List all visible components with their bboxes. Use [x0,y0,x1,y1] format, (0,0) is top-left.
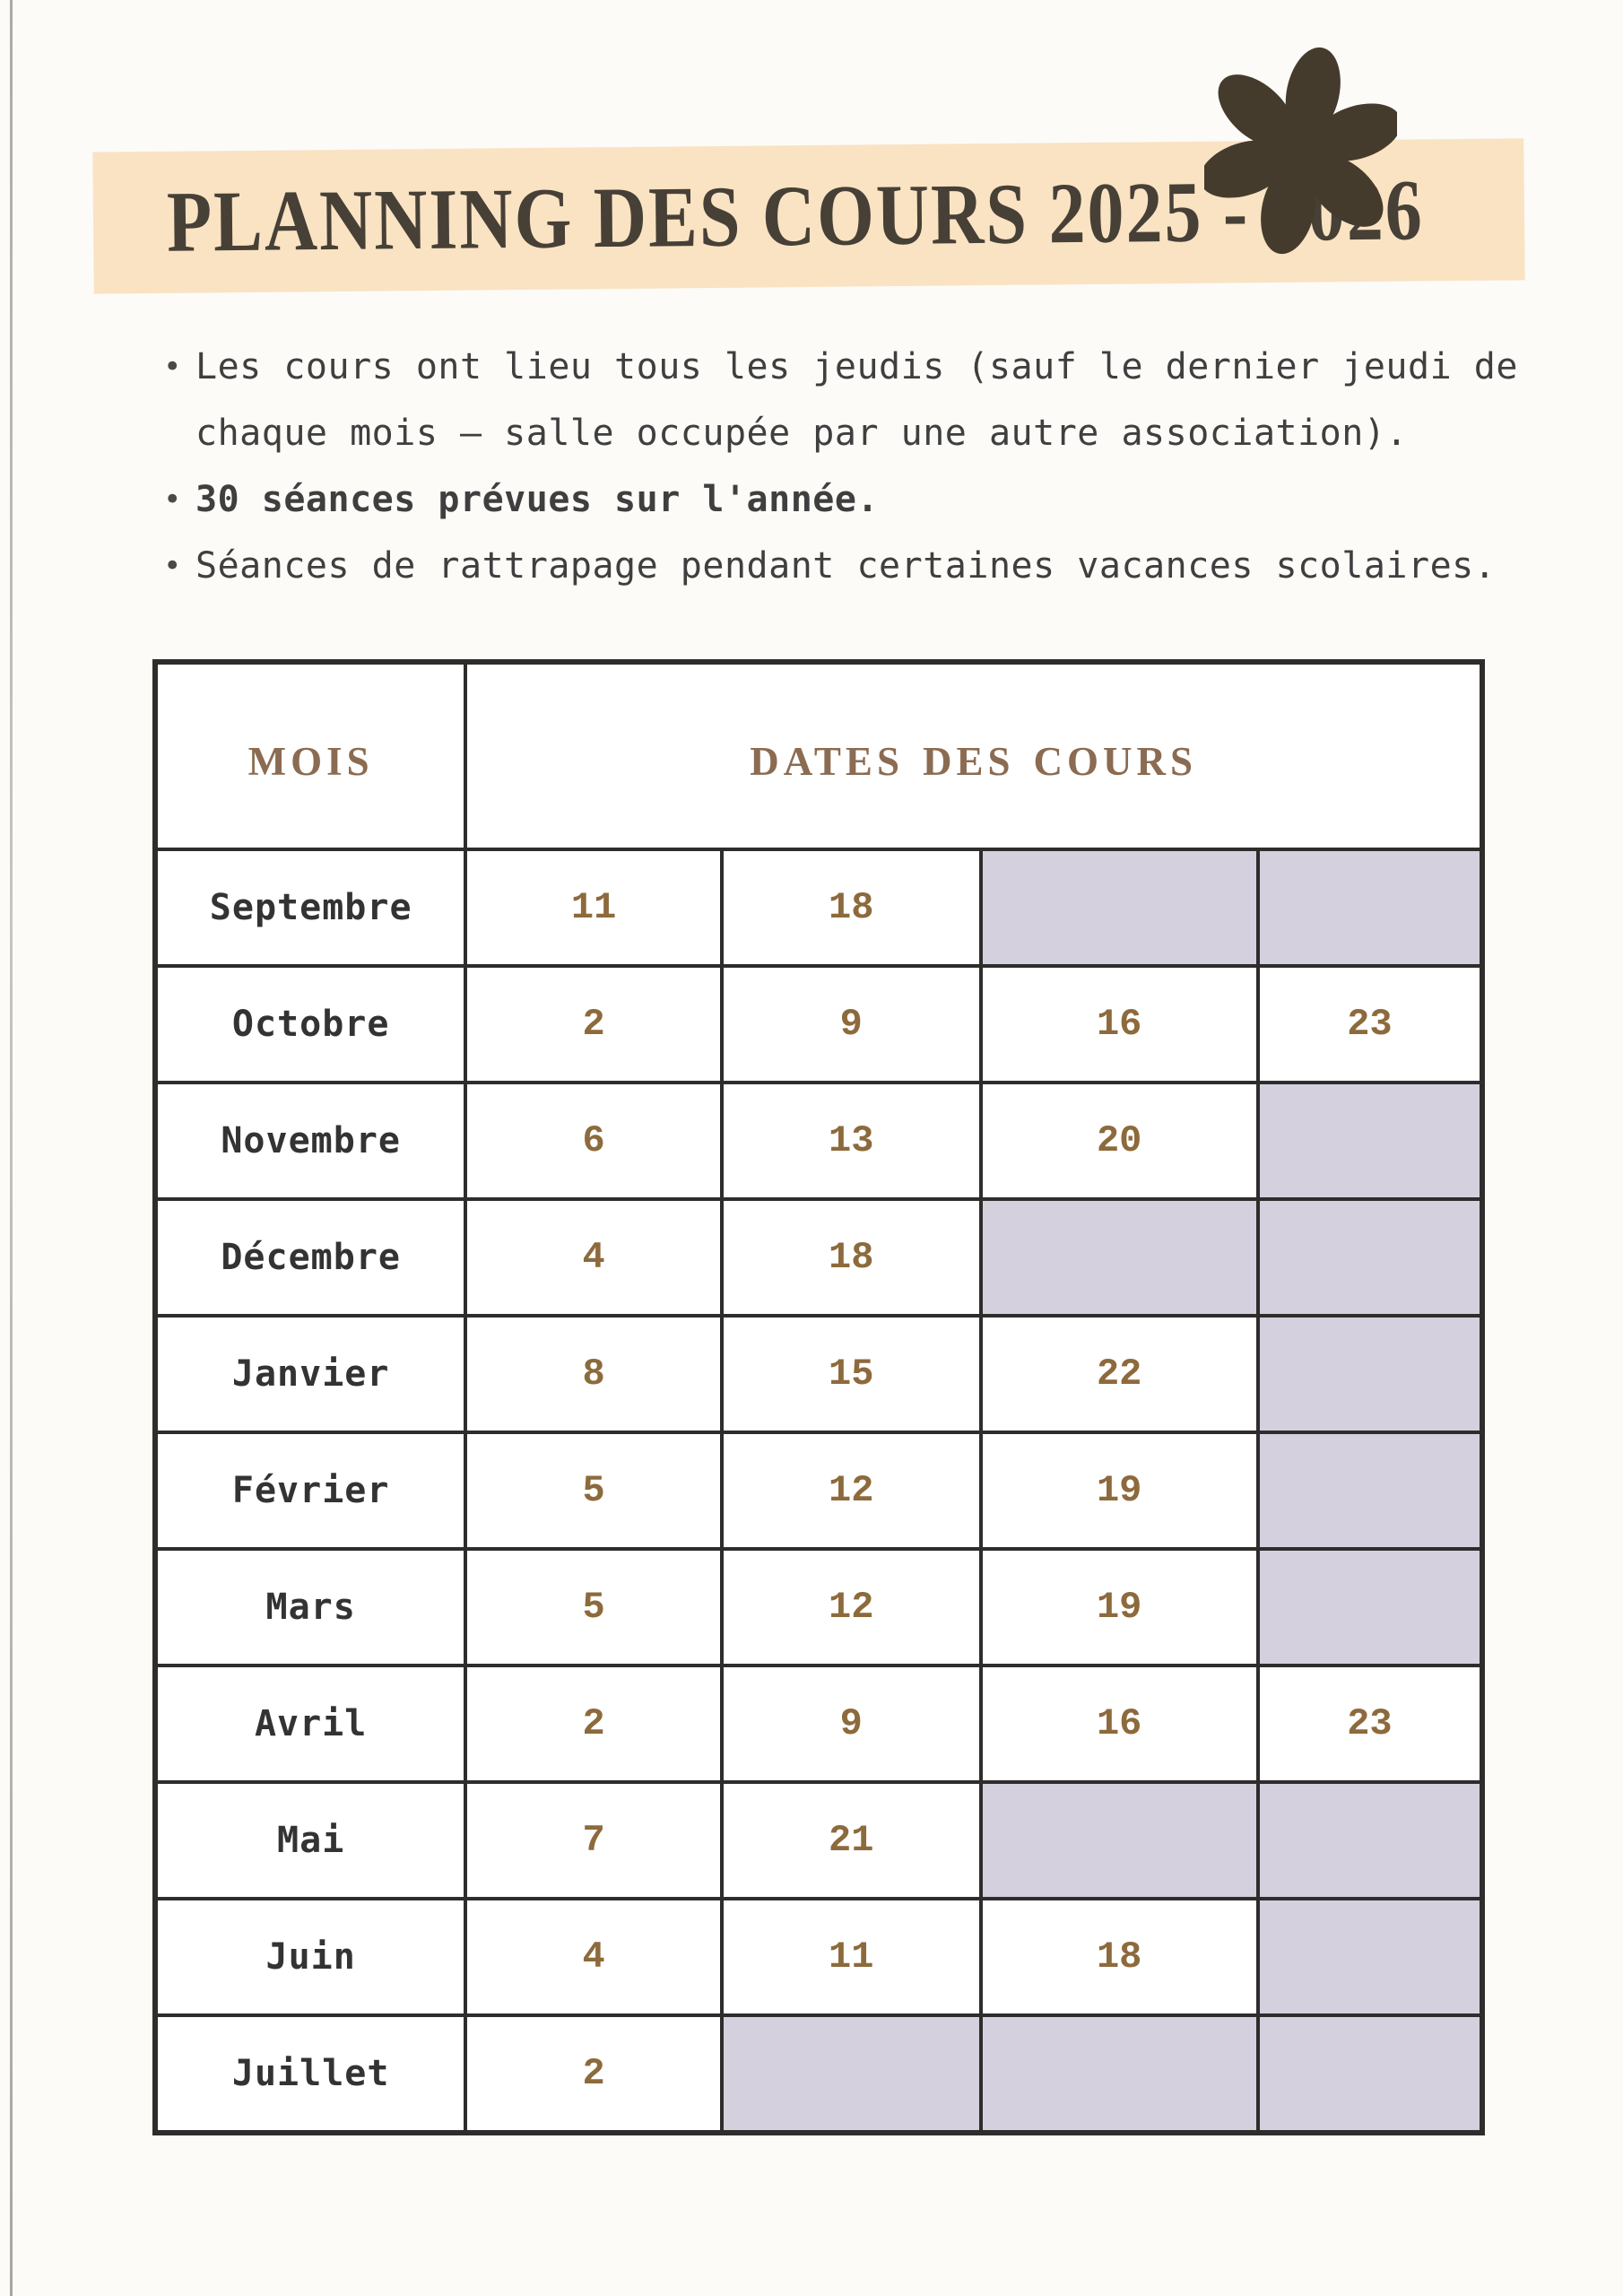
empty-shaded-cell [1255,2013,1485,2135]
month-cell: Novembre [152,1081,468,1201]
month-cell: Mars [152,1547,468,1667]
table-row: Février 5 12 19 [152,1431,1485,1551]
date-cell: 9 [719,1664,983,1784]
date-cell: 19 [978,1547,1260,1667]
empty-shaded-cell [978,1197,1260,1318]
table-row: Janvier 8 15 22 [152,1314,1485,1434]
date-cell: 4 [464,1897,724,2017]
date-cell: 13 [719,1081,983,1201]
table-row: Mars 5 12 19 [152,1547,1485,1667]
schedule-table: Mois Dates des cours Septembre 11 18 Octo… [152,659,1485,2135]
empty-shaded-cell [719,2013,983,2135]
month-cell: Octobre [152,964,468,1084]
month-cell: Janvier [152,1314,468,1434]
date-cell: 11 [719,1897,983,2017]
bullet-text: 30 séances prévues sur l'année. [195,479,880,520]
empty-shaded-cell [1255,1547,1485,1667]
month-cell: Mai [152,1780,468,1900]
date-cell: 6 [464,1081,724,1201]
empty-shaded-cell [978,848,1260,968]
date-cell: 16 [978,1664,1260,1784]
date-cell: 9 [719,964,983,1084]
empty-shaded-cell [978,1780,1260,1900]
flower-icon [1204,47,1397,255]
table-body: Septembre 11 18 Octobre 2 9 16 23 Novembre 6… [152,848,1485,2135]
date-cell: 20 [978,1081,1260,1201]
date-cell: 2 [464,2013,724,2135]
empty-shaded-cell [1255,1314,1485,1434]
column-header-dates: Dates des cours [464,660,1484,851]
date-cell: 16 [978,964,1260,1084]
month-cell: Février [152,1431,468,1551]
empty-shaded-cell [1255,1897,1485,2017]
month-cell: Septembre [152,848,468,968]
date-cell: 23 [1255,964,1485,1084]
table-row: Mai 7 21 [152,1780,1485,1900]
table-row: Octobre 2 9 16 23 [152,964,1485,1084]
bullet-dot-icon: • [163,482,182,517]
date-cell: 5 [464,1431,724,1551]
bullet-text: Les cours ont lieu tous les jeudis (sauf… [195,346,1518,454]
table-row: Avril 2 9 16 23 [152,1664,1485,1784]
bullet-item: • 30 séances prévues sur l'année. [163,466,1575,533]
month-cell: Juin [152,1897,468,2017]
scan-artifact-line [10,0,13,2296]
date-cell: 22 [978,1314,1260,1434]
table-header-row: Mois Dates des cours [152,660,1484,851]
date-cell: 23 [1255,1664,1485,1784]
date-cell: 12 [719,1547,983,1667]
empty-shaded-cell [1255,1780,1485,1900]
empty-shaded-cell [978,2013,1260,2135]
date-cell: 5 [464,1547,724,1667]
table-row: Décembre 4 18 [152,1197,1485,1318]
bullet-text: Séances de rattrapage pendant certaines … [195,545,1497,587]
date-cell: 12 [719,1431,983,1551]
bullet-item: • Les cours ont lieu tous les jeudis (sa… [163,334,1575,466]
table-row: Novembre 6 13 20 [152,1081,1485,1201]
date-cell: 19 [978,1431,1260,1551]
empty-shaded-cell [1255,1197,1485,1318]
month-cell: Décembre [152,1197,468,1318]
empty-shaded-cell [1255,1081,1485,1201]
bullet-dot-icon: • [163,548,182,584]
bullet-item: • Séances de rattrapage pendant certaine… [163,533,1575,599]
table-row: Juin 4 11 18 [152,1897,1485,2017]
month-cell: Juillet [152,2013,468,2135]
table-row: Septembre 11 18 [152,848,1485,968]
empty-shaded-cell [1255,1431,1485,1551]
bullet-dot-icon: • [163,349,182,385]
date-cell: 2 [464,964,724,1084]
date-cell: 21 [719,1780,983,1900]
date-cell: 8 [464,1314,724,1434]
empty-shaded-cell [1255,848,1485,968]
date-cell: 7 [464,1780,724,1900]
date-cell: 18 [719,1197,983,1318]
date-cell: 4 [464,1197,724,1318]
date-cell: 18 [978,1897,1260,2017]
date-cell: 18 [719,848,983,968]
column-header-mois: Mois [152,660,468,851]
bullet-list: • Les cours ont lieu tous les jeudis (sa… [163,334,1575,599]
date-cell: 15 [719,1314,983,1434]
table-row: Juillet 2 [152,2013,1485,2135]
date-cell: 2 [464,1664,724,1784]
date-cell: 11 [464,848,724,968]
month-cell: Avril [152,1664,468,1784]
